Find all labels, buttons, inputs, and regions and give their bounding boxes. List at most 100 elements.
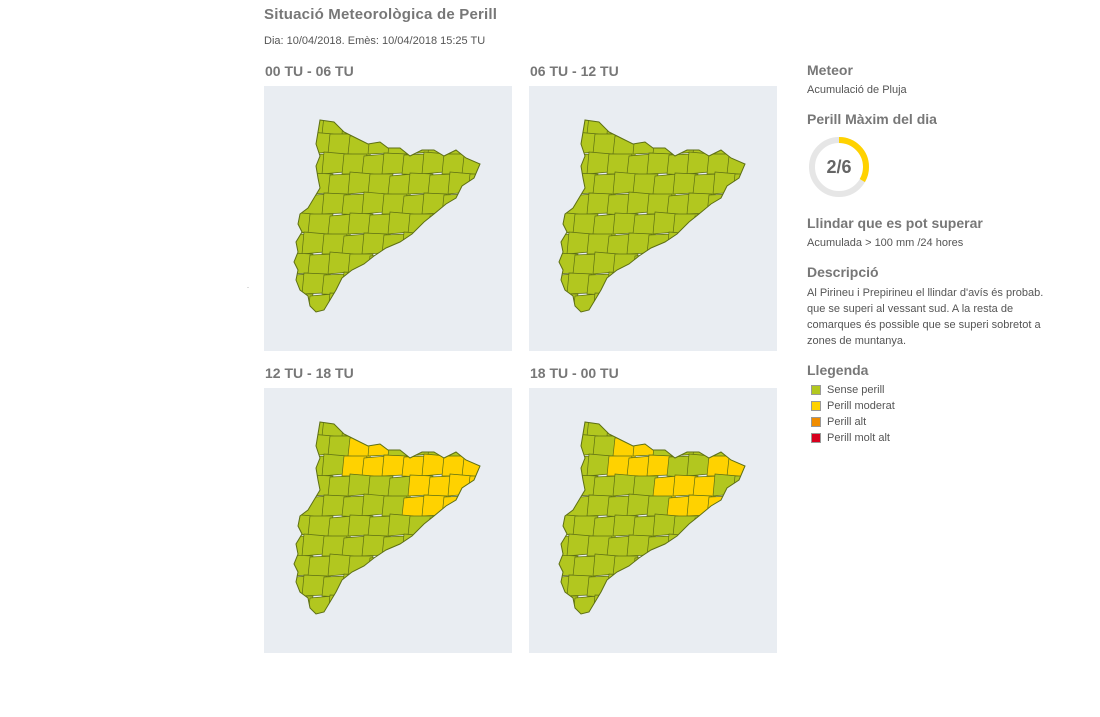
comarca-region: [441, 271, 468, 295]
legend-item-high: Perill alt: [807, 414, 1077, 430]
comarca-region: [461, 493, 480, 517]
comarca-region: [467, 291, 480, 312]
comarca-region: [732, 593, 745, 614]
comarca-region: [421, 233, 448, 255]
comarca-region: [407, 213, 434, 235]
comarca-region: [732, 291, 745, 312]
stray-mark: [247, 287, 249, 288]
comarca-region: [482, 455, 507, 476]
comarca-region: [347, 555, 374, 577]
comarca-region: [387, 595, 414, 614]
comarca-region: [361, 422, 388, 438]
comarca-region: [488, 436, 512, 457]
legend-label: Perill moderat: [827, 400, 895, 412]
comarca-region: [732, 515, 745, 538]
comarca-region: [692, 594, 719, 614]
comarca-region: [712, 212, 739, 235]
comarca-region: [447, 555, 474, 577]
comarca-region: [692, 251, 719, 275]
legend-swatch: [811, 401, 821, 411]
comarca-region: [626, 575, 653, 597]
comarca-region: [467, 555, 480, 579]
legend-label: Sense perill: [827, 384, 885, 396]
comarca-region: [753, 174, 777, 196]
comarca-region: [712, 595, 739, 614]
comarca-region: [488, 174, 512, 196]
comarca-region: [753, 253, 777, 274]
comarca-region: [482, 496, 507, 516]
legend-label: Perill molt alt: [827, 432, 890, 444]
comarca-region: [646, 575, 673, 599]
comarca-region: [467, 434, 480, 457]
comarca-region: [753, 476, 777, 498]
comarca-region: [467, 253, 480, 277]
comarca-region: [447, 133, 474, 157]
comarca-region: [606, 422, 633, 437]
map-12-18[interactable]: [264, 388, 512, 653]
map-00-06[interactable]: [264, 86, 512, 351]
comarca-region: [712, 133, 739, 157]
comarca-region: [347, 253, 374, 275]
comarca-region: [441, 573, 468, 597]
gauge-fill: [809, 137, 869, 197]
comarca-region: [732, 253, 745, 277]
threshold-heading: Llindar que es pot superar: [807, 215, 983, 231]
comarca-region: [447, 171, 474, 195]
comarca-region: [706, 422, 733, 437]
description-text: Al Pirineu i Prepirineu el llindar d'aví…: [807, 285, 1077, 349]
comarca-region: [652, 554, 679, 577]
comarca-region: [488, 134, 512, 155]
map-06-12[interactable]: [529, 86, 777, 351]
comarca-region: [467, 515, 480, 538]
comarca-region: [747, 455, 772, 476]
comarca-region: [692, 213, 719, 237]
comarca-region: [652, 435, 679, 458]
comarca-region: [559, 422, 573, 437]
comarca-region: [652, 293, 679, 312]
comarca-region: [441, 233, 468, 257]
comarca-region: [732, 213, 745, 236]
comarca-region: [361, 120, 388, 136]
threshold-value: Acumulada > 100 mm /24 hores: [807, 237, 964, 249]
comarca-region: [692, 133, 719, 155]
comarca-region: [441, 422, 468, 437]
comarca-region: [753, 555, 777, 576]
comarca-region: [747, 496, 772, 516]
comarca-region: [461, 232, 480, 255]
comarca-region: [488, 555, 512, 576]
comarca-region: [294, 152, 308, 175]
comarca-region: [753, 596, 777, 616]
region-outline: [558, 421, 746, 615]
comarca-region: [407, 555, 434, 578]
catalonia-map: [293, 421, 512, 616]
comarca-region: [732, 555, 745, 579]
comarca-region: [666, 120, 693, 135]
comarca-region: [666, 422, 693, 437]
comarca-region: [747, 234, 772, 255]
comarca-region: [706, 120, 733, 135]
comarca-region: [672, 595, 699, 614]
region-outline: [293, 119, 481, 313]
comarca-region: [712, 171, 739, 195]
map-label-18-00: 18 TU - 00 TU: [530, 365, 619, 381]
comarca-region: [294, 133, 314, 156]
comarca-region: [672, 515, 699, 537]
comarca-region: [652, 595, 679, 614]
comarca-region: [559, 173, 579, 197]
comarca-region: [726, 422, 745, 438]
comarca-region: [706, 573, 733, 597]
comarca-region: [686, 575, 713, 598]
comarca-region: [381, 575, 408, 599]
map-18-00[interactable]: [529, 388, 777, 653]
comarca-region: [488, 596, 512, 616]
legend-item-very-high: Perill molt alt: [807, 430, 1077, 446]
comarca-region: [666, 231, 693, 255]
comarca-region: [646, 273, 673, 297]
comarca-region: [747, 194, 772, 214]
comarca-region: [646, 120, 673, 135]
catalonia-map: [558, 421, 777, 616]
comarca-region: [712, 253, 739, 275]
comarca-region: [712, 293, 739, 312]
comarca-region: [726, 493, 745, 517]
comarca-region: [367, 291, 394, 312]
